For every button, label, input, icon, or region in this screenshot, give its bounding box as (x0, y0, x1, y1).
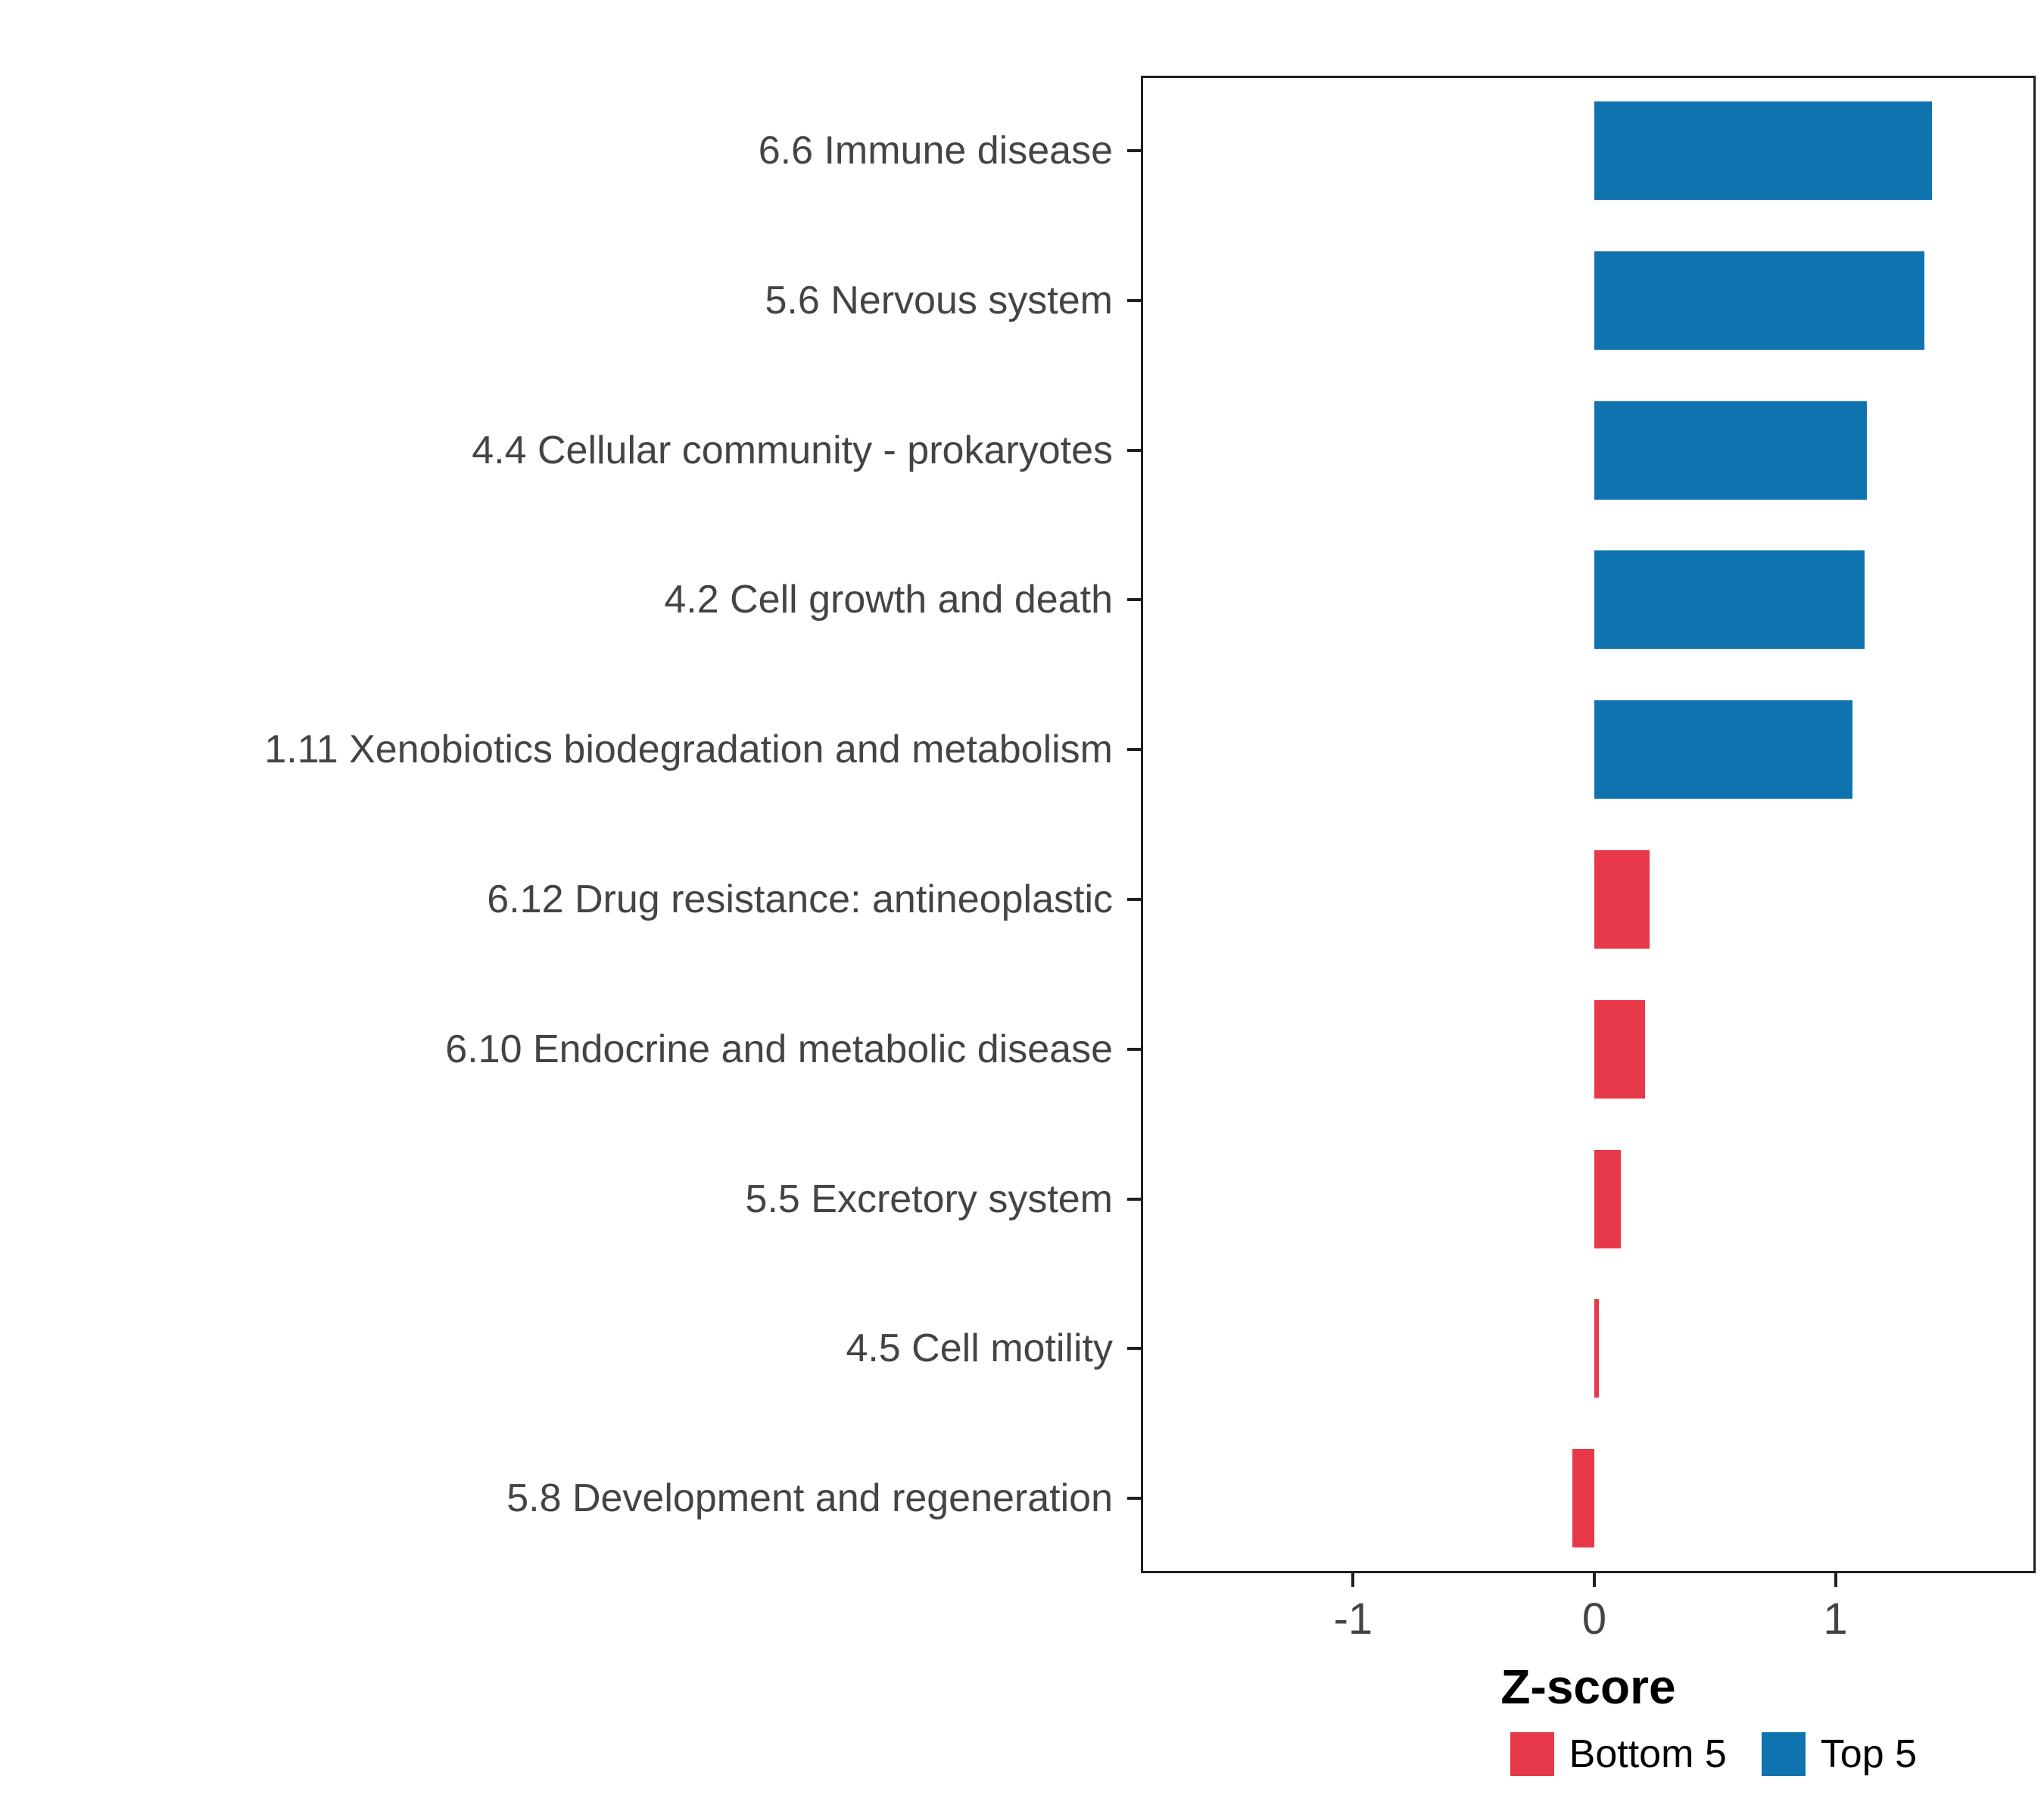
y-axis-tick (1127, 598, 1141, 602)
legend-swatch (1510, 1732, 1554, 1776)
y-axis-label: 6.12 Drug resistance: antineoplastic (487, 877, 1113, 921)
y-axis-tick (1127, 1347, 1141, 1351)
y-axis-label: 4.5 Cell motility (846, 1326, 1113, 1371)
bar-top-5 (1594, 700, 1852, 799)
y-axis-label: 5.5 Excretory system (745, 1177, 1113, 1221)
y-axis-tick (1127, 897, 1141, 901)
y-axis-tick (1127, 448, 1141, 452)
y-axis-tick (1127, 148, 1141, 152)
legend-item: Top 5 (1761, 1732, 1917, 1776)
bar-bottom-5 (1572, 1449, 1594, 1548)
bar-top-5 (1594, 101, 1932, 200)
y-axis-tick (1127, 298, 1141, 302)
bar-bottom-5 (1594, 849, 1650, 949)
x-axis-tick-label: 1 (1823, 1594, 1848, 1644)
y-axis-label: 6.6 Immune disease (758, 128, 1113, 173)
x-axis-tick-label: -1 (1333, 1594, 1373, 1644)
y-axis-label: 5.8 Development and regeneration (506, 1476, 1113, 1521)
x-axis-tick-label: 0 (1581, 1594, 1607, 1644)
x-axis-tick (1592, 1573, 1596, 1587)
legend-swatch (1761, 1732, 1806, 1776)
y-axis-label: 4.4 Cellular community - prokaryotes (472, 428, 1113, 472)
legend-item: Bottom 5 (1510, 1732, 1727, 1776)
plot-panel (1141, 76, 2036, 1573)
bar-top-5 (1594, 550, 1865, 650)
y-axis-label: 1.11 Xenobiotics biodegradation and meta… (264, 728, 1113, 772)
bar-top-5 (1594, 251, 1925, 350)
bar-bottom-5 (1594, 999, 1645, 1099)
bar-top-5 (1594, 400, 1867, 500)
y-axis-tick (1127, 1197, 1141, 1201)
y-axis-label: 6.10 Endocrine and metabolic disease (445, 1027, 1113, 1071)
y-axis-tick (1127, 1497, 1141, 1501)
y-axis-label: 4.2 Cell growth and death (664, 578, 1113, 622)
bar-bottom-5 (1594, 1149, 1621, 1248)
x-axis-tick (1351, 1573, 1355, 1587)
y-axis-tick (1127, 748, 1141, 752)
legend: Bottom 5 Top 5 (1510, 1732, 1917, 1776)
y-axis-label: 5.6 Nervous system (765, 278, 1114, 323)
bar-bottom-5 (1594, 1299, 1600, 1398)
y-axis-tick (1127, 1047, 1141, 1051)
legend-label: Bottom 5 (1569, 1732, 1727, 1776)
x-axis-title: Z-score (1500, 1660, 1676, 1714)
x-axis-tick (1834, 1573, 1837, 1587)
legend-label: Top 5 (1820, 1732, 1917, 1776)
